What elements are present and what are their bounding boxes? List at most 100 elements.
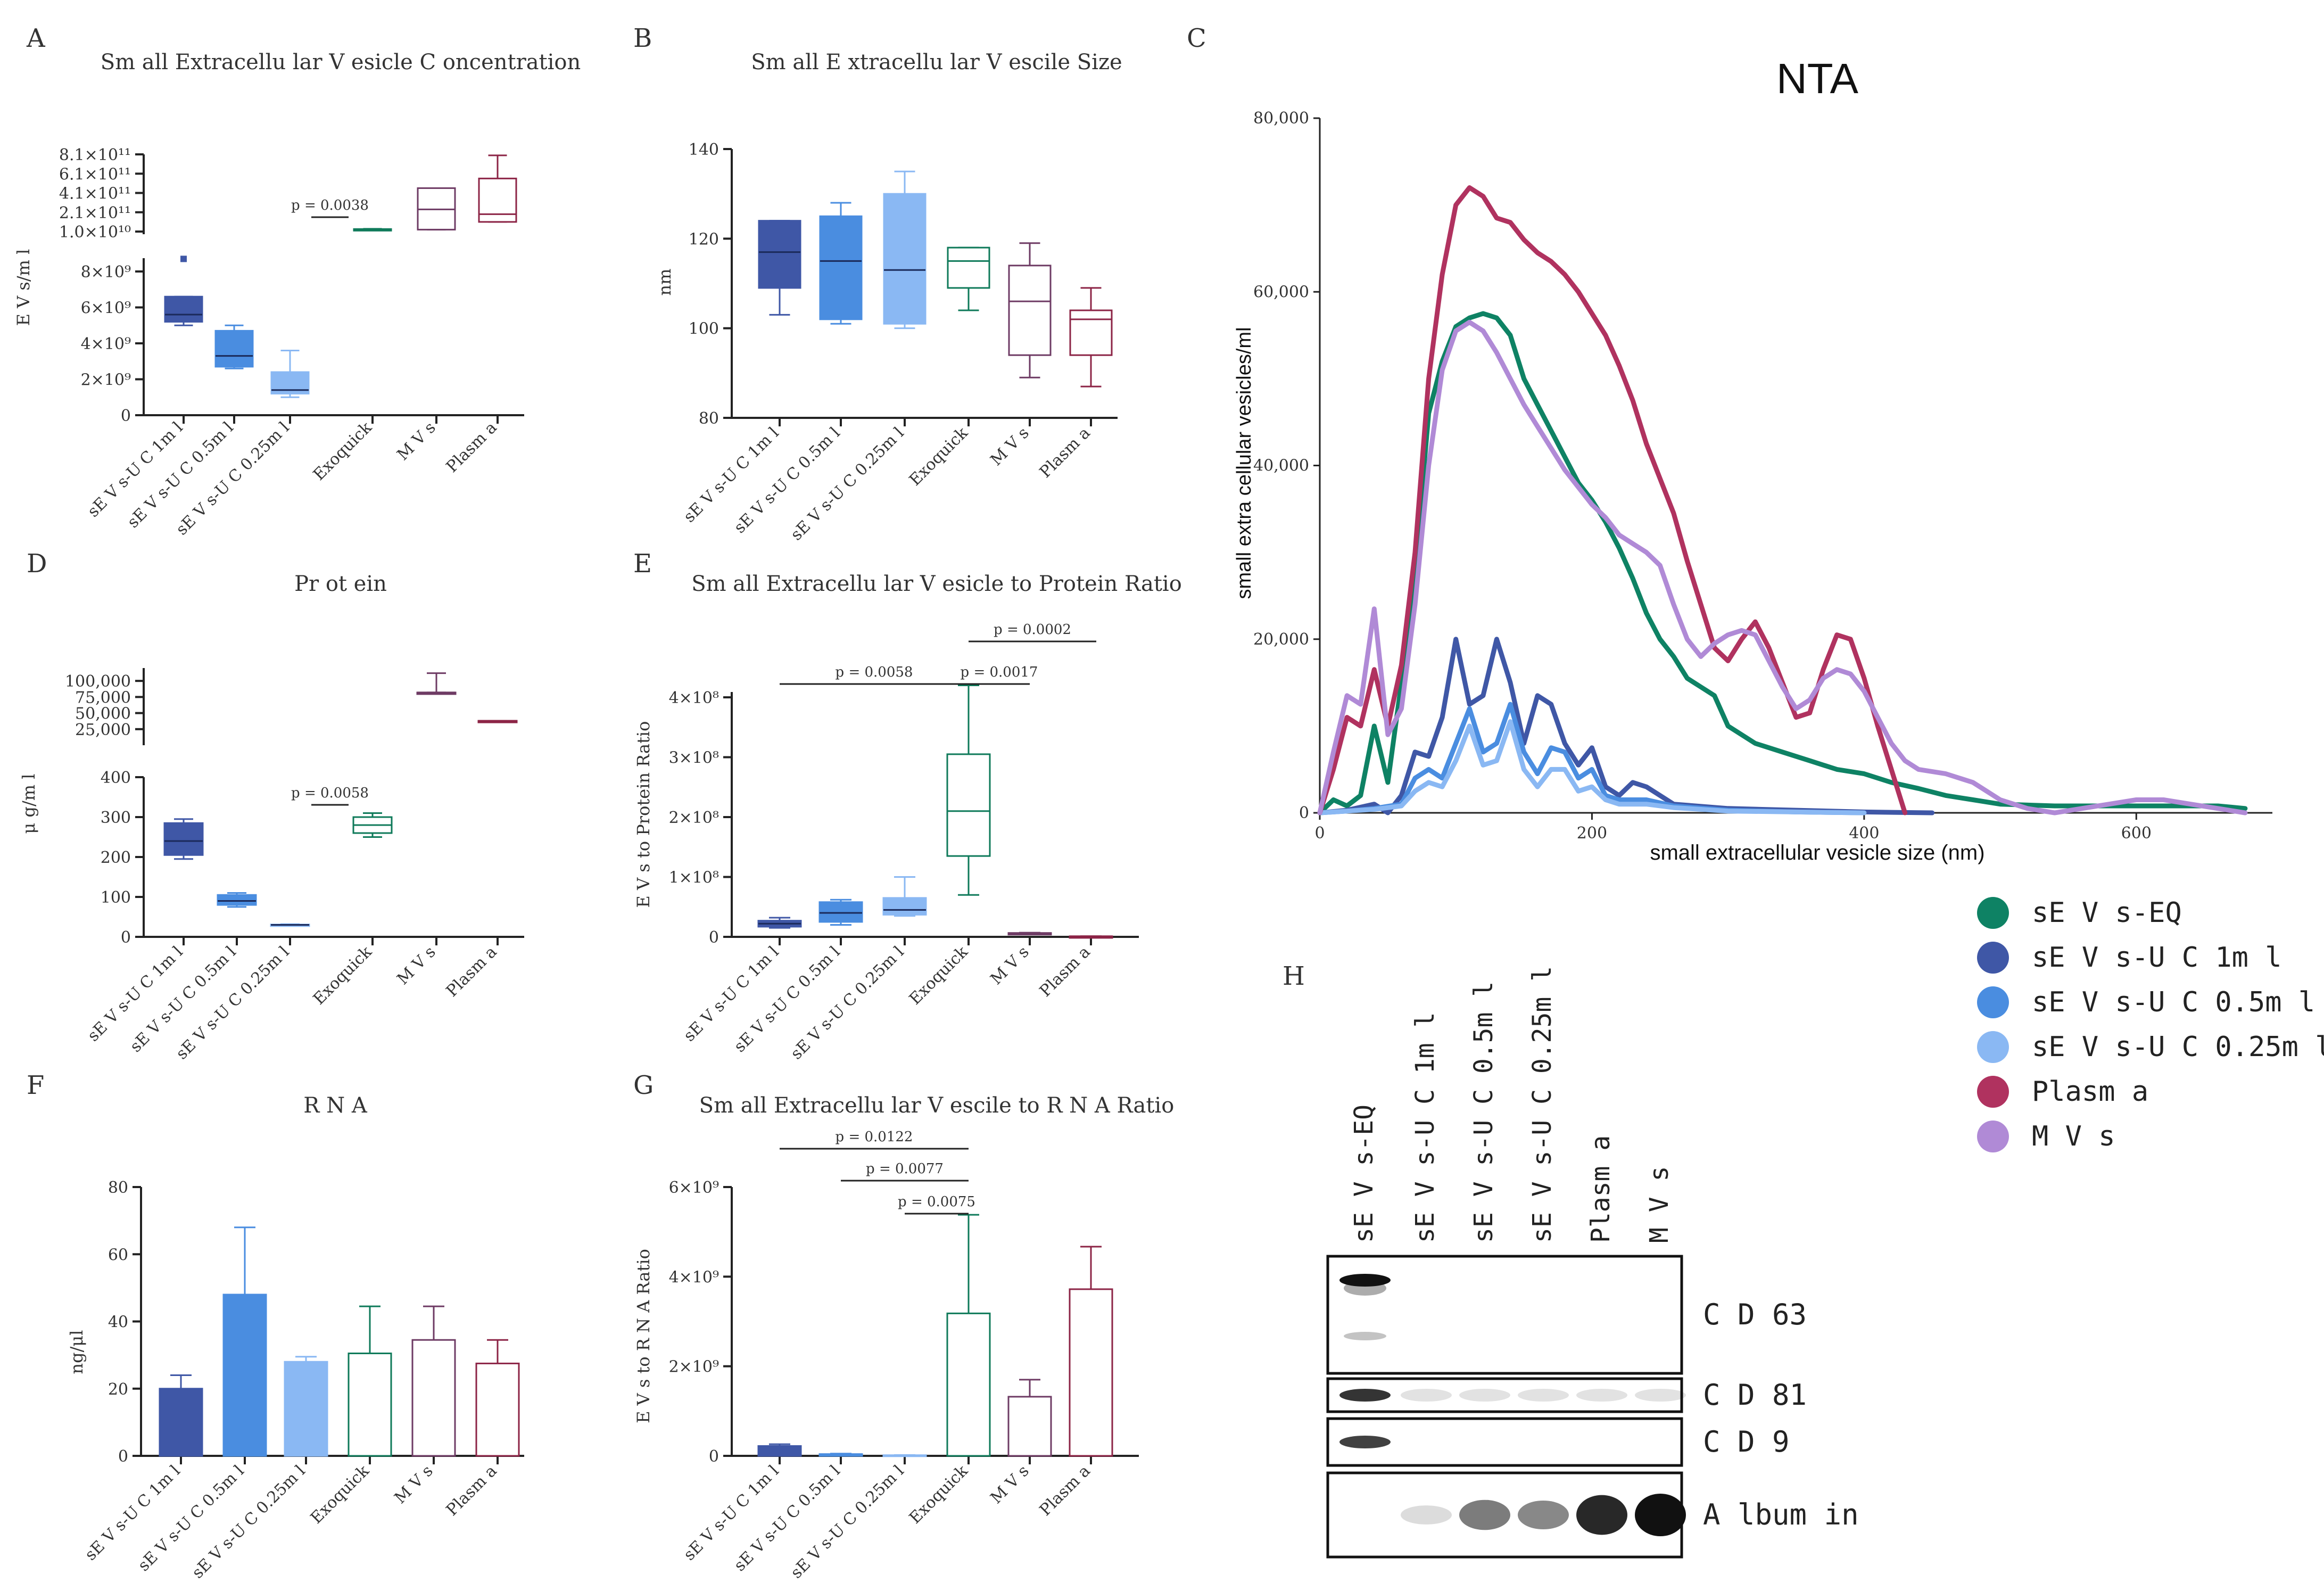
e-xtick-label: sE V s-U C 0.5m l [731, 943, 844, 1056]
g-pvalue-label: p = 0.0077 [866, 1161, 944, 1177]
legend-label: M V s [2032, 1121, 2115, 1152]
panel-f-title: R N A [303, 1093, 368, 1118]
f-y-tick-label: 20 [108, 1380, 128, 1399]
legend-swatch [1977, 1121, 2009, 1152]
d-upper-y-tick-label: 75,000 [75, 688, 131, 707]
c-y-tick-label: 60,000 [1253, 283, 1309, 301]
legend-label: Plasm a [2032, 1076, 2148, 1108]
f-bar [284, 1361, 328, 1457]
e-y-tick-label: 1×10⁸ [669, 869, 719, 887]
legend-swatch [1977, 1076, 2009, 1108]
d-xtick-label: sE V s-U C 1m l [84, 943, 187, 1045]
a-pvalue-label: p = 0.0038 [291, 197, 369, 213]
panel-d-ylabel: μ g/m l [19, 774, 39, 834]
f-bar [222, 1294, 267, 1457]
b-box [947, 246, 990, 289]
panel-letter-g: G [633, 1070, 654, 1100]
legend-swatch [1977, 986, 2009, 1018]
d-lower-y-tick-label: 400 [101, 769, 131, 787]
g-y-tick-label: 2×10⁹ [669, 1358, 719, 1377]
a-upper-y-tick-label: 2.1×10¹¹ [59, 204, 131, 223]
b-xtick-label: sE V s-U C 0.5m l [731, 424, 844, 537]
a-box [478, 177, 517, 223]
e-xtick-label: Plasm a [1036, 943, 1094, 1001]
f-y-tick-label: 40 [108, 1313, 128, 1332]
a-xtick-label: sE V s-U C 0.25m l [172, 418, 293, 539]
b-y-tick-label: 100 [689, 320, 719, 339]
blot-band [1344, 1332, 1386, 1340]
legend-label: sE V s-U C 0.5m l [2032, 986, 2315, 1018]
g-y-tick-label: 6×10⁹ [669, 1179, 719, 1197]
blot-band [1339, 1389, 1391, 1402]
b-y-tick-label: 80 [699, 409, 719, 428]
a-xtick-label: sE V s-U C 1m l [84, 418, 187, 521]
c-y-tick-label: 80,000 [1253, 109, 1309, 128]
panel-d-title: Pr ot ein [294, 572, 387, 596]
panel-a-title: Sm all Extracellu lar V esicle C oncentr… [101, 50, 581, 75]
e-box [818, 901, 863, 923]
e-xtick-label: sE V s-U C 0.25m l [787, 943, 907, 1063]
e-y-tick-label: 0 [709, 928, 719, 947]
panel-c-title: NTA [1776, 55, 1859, 102]
panel-g-ylabel: E V s to R N A Ratio [633, 1249, 654, 1423]
g-bar [1007, 1396, 1052, 1457]
g-bar [818, 1453, 863, 1457]
g-bar [1069, 1288, 1113, 1457]
a-upper-y-tick-label: 8.1×10¹¹ [59, 146, 131, 164]
d-pvalue-label: p = 0.0058 [291, 785, 369, 801]
panel-f-ylabel: ng/μl [67, 1330, 87, 1374]
b-box [1069, 309, 1113, 356]
d-box [217, 894, 257, 906]
b-xtick-label: Exoquick [906, 423, 972, 489]
panel-e-ylabel: E V s to Protein Ratio [633, 721, 654, 908]
blot-membrane [1326, 1255, 1683, 1375]
chart-c-nta: 0 20,000 40,000 60,000 80,000 0 200 400 600 [1253, 109, 2272, 843]
f-bar [411, 1339, 456, 1457]
g-bar [882, 1454, 927, 1457]
g-pvalue-label: p = 0.0122 [836, 1129, 913, 1145]
panel-letter-e: E [633, 549, 652, 579]
d-upper-y-tick-label: 50,000 [75, 705, 131, 723]
b-box [819, 215, 863, 320]
g-bar [946, 1312, 991, 1457]
a-lower-y-tick-label: 0 [121, 407, 131, 425]
chart-a-concentration: 0 2×10⁹ 4×10⁹ 6×10⁹ 8×10⁹ 1.0×10¹⁰2.1×10¹¹4.1… [59, 146, 524, 539]
western-blot: sE V s-EQ sE V s-U C 1m l sE V s-U C 0.5m … [1326, 966, 1859, 1559]
blot-band [1401, 1389, 1452, 1402]
blot-lane-label: sE V s-U C 1m l [1410, 1012, 1440, 1243]
legend-label: sE V s-U C 0.25m l [2032, 1031, 2324, 1063]
f-y-tick-label: 60 [108, 1246, 128, 1264]
c-y-tick-label: 20,000 [1253, 630, 1309, 649]
c-x-tick-label: 400 [1849, 824, 1879, 843]
e-xtick-label: M V s [987, 943, 1032, 988]
d-lower-y-tick-label: 0 [121, 928, 131, 947]
g-xtick-label: M V s [987, 1462, 1032, 1507]
blot-band [1339, 1436, 1391, 1448]
blot-lane-label: Plasm a [1586, 1135, 1616, 1243]
a-upper-y-tick-label: 1.0×10¹⁰ [59, 223, 131, 242]
e-pvalue-label: p = 0.0058 [836, 664, 913, 680]
blot-lane-label: sE V s-U C 0.25m l [1527, 966, 1557, 1243]
g-xtick-label: sE V s-U C 0.5m l [731, 1462, 844, 1575]
blot-membrane [1326, 1417, 1683, 1467]
g-xtick-label: sE V s-U C 0.25m l [787, 1462, 907, 1582]
a-upper-y-tick-label: 4.1×10¹¹ [59, 185, 131, 203]
d-xtick-label: Exoquick [310, 942, 376, 1008]
a-lower-y-tick-label: 2×10⁹ [81, 371, 131, 390]
f-y-tick-label: 80 [108, 1179, 128, 1197]
a-lower-y-tick-label: 6×10⁹ [81, 299, 131, 318]
blot-band [1459, 1389, 1510, 1402]
d-xtick-label: Plasm a [443, 943, 501, 1001]
blot-band [1459, 1500, 1510, 1530]
panel-g-title: Sm all Extracellu lar V escile to R N A … [699, 1093, 1175, 1118]
panel-e-title: Sm all Extracellu lar V esicle to Protei… [691, 572, 1182, 596]
b-xtick-label: sE V s-U C 0.25m l [787, 424, 907, 544]
d-upper-y-tick-label: 100,000 [65, 672, 131, 691]
blot-lane-label: sE V s-U C 0.5m l [1469, 982, 1499, 1243]
blot-row-label: C D 63 [1703, 1298, 1807, 1331]
panel-a-ylabel: E V s/m l [13, 249, 34, 326]
b-y-tick-label: 140 [689, 141, 719, 159]
